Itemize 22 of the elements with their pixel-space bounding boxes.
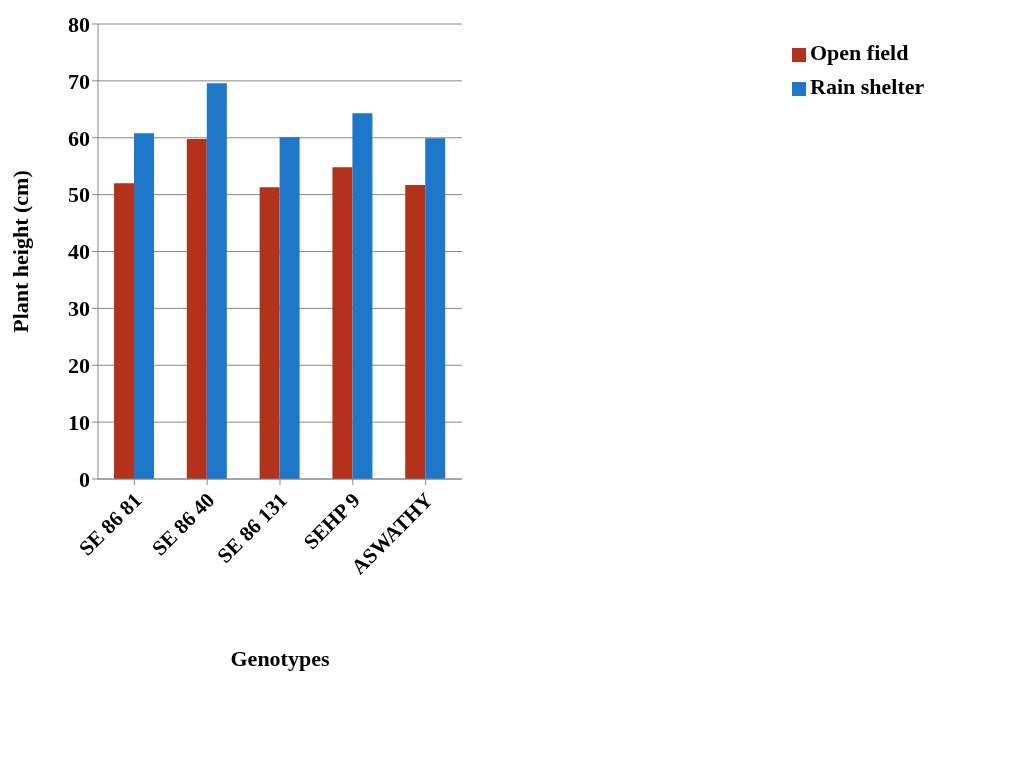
bar: [279, 137, 300, 479]
bar: [134, 133, 155, 479]
y-tick-label: 70: [68, 68, 90, 94]
y-tick-label: 50: [68, 182, 90, 208]
bar: [425, 138, 446, 479]
y-tick-label: 20: [68, 353, 90, 379]
bar: [206, 83, 227, 479]
bar: [186, 138, 207, 479]
bar: [114, 183, 135, 479]
bar: [352, 113, 373, 479]
legend-label: Rain shelter: [810, 74, 925, 99]
y-tick-label: 80: [68, 11, 90, 37]
y-tick-label: 40: [68, 239, 90, 265]
x-axis-title: Genotypes: [230, 646, 330, 671]
y-tick-label: 30: [68, 296, 90, 322]
bar: [405, 184, 426, 479]
legend-label: Open field: [810, 40, 909, 65]
y-tick-label: 60: [68, 125, 90, 151]
y-axis-title: Plant height (cm): [7, 170, 33, 333]
y-tick-label: 10: [68, 409, 90, 435]
bar: [259, 187, 280, 479]
bar: [332, 167, 353, 479]
